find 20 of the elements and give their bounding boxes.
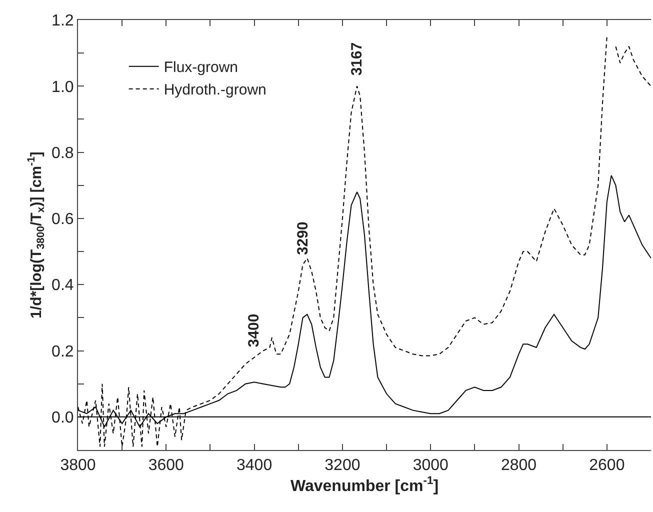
y-tick-label: 1.2 [52,12,74,30]
legend-label: Flux-grown [164,59,238,76]
annotation: 3290 [294,222,312,256]
y-tick-label: 0.2 [52,343,74,360]
y-tick-label: 0.0 [52,410,74,427]
x-tick-label: 3400 [236,457,272,474]
x-axis-title: Wavenumber [cm$^{-1}$] [290,475,439,495]
y-tick-label: 1.0 [52,78,74,96]
annotation: 3400 [245,314,262,348]
y-tick-label: 0.4 [52,277,74,294]
x-tick-label: 3000 [412,457,449,474]
x-tick-label: 2800 [500,457,537,474]
x-tick-label: 3200 [324,457,360,474]
y-tick-label: 0.8 [52,144,74,162]
x-tick-label: 2600 [589,457,625,474]
legend-label: Hydroth.-grown [164,82,266,99]
x-tick-label: 3800 [60,457,96,474]
annotation: 3167 [348,42,366,76]
y-tick-label: 0.6 [52,211,74,228]
x-tick-label: 3600 [148,457,184,474]
